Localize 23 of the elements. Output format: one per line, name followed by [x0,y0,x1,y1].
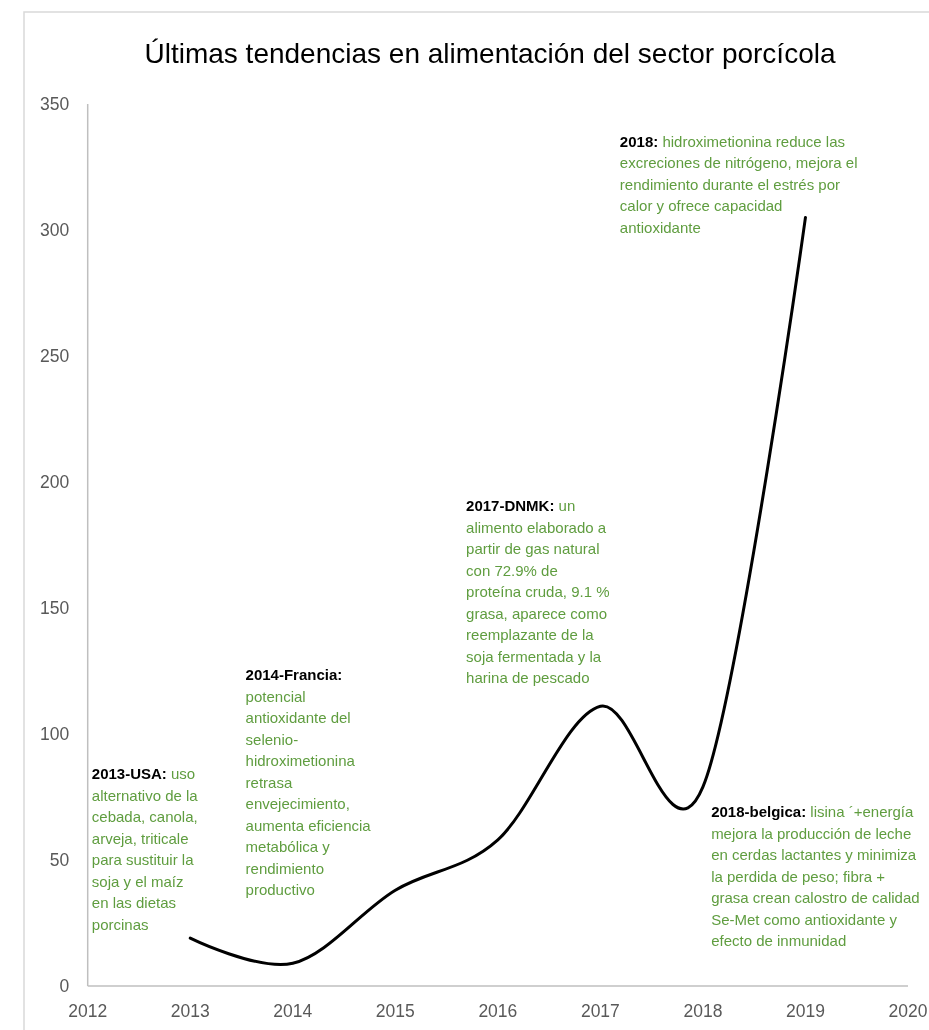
x-tick-label: 2012 [68,1001,108,1021]
x-tick-label: 2014 [273,1001,313,1021]
x-tick-label: 2019 [785,1001,825,1021]
annotation: 2018-belgica: lisina ´+energía mejora la producción de leche en cerdas lactantes y minimiza la perdida de peso; fibra + grasa crean calostro de calidad Se-Met como antioxidante y efecto de inmunidad [711,803,920,950]
y-tick-label: 350 [40,94,70,115]
text: 2017-DNMK: un alimento elaborado a partir de gas natural con 72.9% de proteína cruda, 9.1 % grasa, aparece como reemplazante de la soja fermentada y la harina de pescado [466,497,610,687]
y-tick-label: 300 [40,220,70,241]
chart-title: Últimas tendencias en alimentación del sector porcícola [144,38,836,69]
x-tick-label: 2017 [580,1001,620,1021]
y-tick-label: 0 [59,976,70,997]
y-tick-label: 150 [40,598,70,619]
x-tick-label: 2015 [375,1001,415,1021]
y-tick-label: 100 [40,724,70,745]
text: 2013-USA: uso alternativo de la cebada, canola, arveja, triticale para sustituir la soja y el maíz en las dietas porcinas [91,765,198,933]
y-tick-label: 50 [49,850,70,871]
y-tick-label: 250 [40,346,70,367]
x-tick-label: 2020 [888,1001,928,1021]
text: 2014-Francia: potencial antioxidante del selenio-hidroximetionina retrasa envejecimiento, aumenta eficiencia metabólica y rendimiento productivo [245,666,371,899]
x-tick-label: 2018 [683,1001,723,1021]
x-tick-label: 2016 [478,1001,518,1021]
annotation: 2018: hidroximetionina reduce las excreciones de nitrógeno, mejora el rendimiento durante el estrés por calor y ofrece capacidad antioxidante [619,132,858,236]
x-tick-label: 2013 [170,1001,210,1021]
y-tick-label: 200 [40,472,70,493]
